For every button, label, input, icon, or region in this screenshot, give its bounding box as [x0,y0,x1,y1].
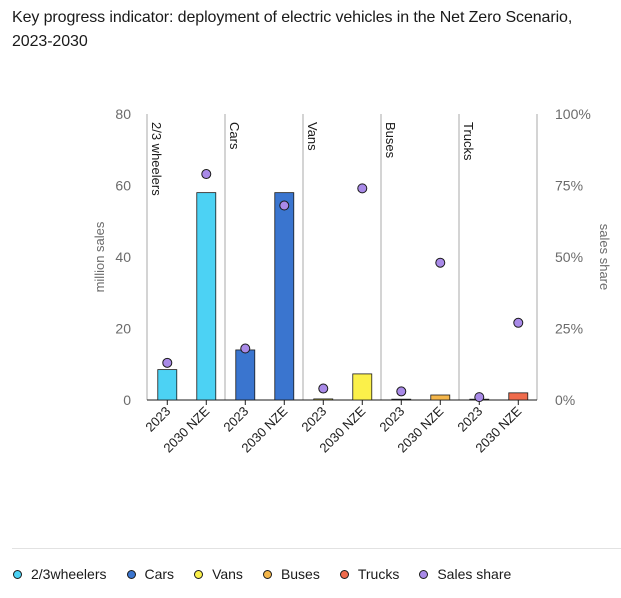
legend-divider [12,548,621,549]
sales-share-point [357,183,368,194]
panel-label: Vans [305,122,320,151]
legend-item[interactable]: Cars [126,566,175,582]
y-tick-label: 40 [115,249,131,265]
legend-label: 2/3wheelers [31,566,107,582]
sales-share-point [201,169,212,180]
sales-share-point [240,343,251,354]
x-tick-label: 2023 [142,404,173,435]
legend-item[interactable]: 2/3wheelers [13,566,107,582]
legend-swatch-icon [13,569,22,579]
legend-swatch-icon [339,569,349,579]
bar-2-0 [313,398,334,401]
sales-share-point [513,317,524,328]
legend-item[interactable]: Vans [194,566,243,582]
bar-3-0 [391,398,412,401]
y-tick-label: 20 [115,321,131,337]
bar-2-1 [352,373,373,401]
panel-label: Buses [383,122,398,159]
y2-tick-label: 25% [555,321,583,337]
sales-share-point [474,392,485,403]
bar-1-0 [235,349,256,401]
y-axis-label: million sales [92,221,107,292]
legend-label: Buses [280,566,320,582]
x-tick-label: 2023 [298,404,329,435]
sales-share-point [279,200,290,211]
y2-axis-label: sales share [597,224,612,290]
sales-share-point [162,357,173,368]
x-tick-label: 2023 [220,404,251,435]
legend-item[interactable]: Buses [262,566,320,582]
panel-label: Cars [227,122,242,150]
legend-swatch-icon [419,569,429,579]
y2-tick-label: 100% [555,106,591,122]
y2-tick-label: 0% [555,392,575,408]
bar-1-1 [274,192,295,401]
y-tick-label: 0 [123,392,131,408]
legend-label: Vans [212,566,243,582]
legend-label: Sales share [437,566,512,582]
sales-share-point [396,386,407,397]
legend-swatch-icon [262,569,272,579]
legend-label: Trucks [357,566,400,582]
chart: 0 20 40 60 80 0% 25% 50% 75% 100% million sales sal… [92,106,612,456]
bar-4-1 [508,392,529,401]
x-tick-label: 2023 [376,404,407,435]
legend-label: Cars [144,566,175,582]
legend-swatch-icon [194,569,204,579]
legend: 2/3wheelers Cars Vans Buses Trucks Sales shar… [13,566,531,582]
x-tick-label: 2023 [454,404,485,435]
y2-tick-label: 50% [555,249,583,265]
panel-label: 2/3 wheelers [149,122,164,196]
y-tick-label: 60 [115,178,131,194]
panel-label: Trucks [461,122,476,161]
legend-item[interactable]: Sales share [419,566,511,582]
y2-tick-label: 75% [555,178,583,194]
y-tick-label: 80 [115,106,131,122]
legend-swatch-icon [126,569,136,579]
bar-0-0 [157,369,178,401]
bar-3-1 [430,394,451,401]
legend-item[interactable]: Trucks [339,566,400,582]
bar-0-1 [196,192,217,401]
chart-title: Key progress indicator: deployment of el… [12,9,573,50]
sales-share-point [435,257,446,268]
sales-share-point [318,383,329,394]
